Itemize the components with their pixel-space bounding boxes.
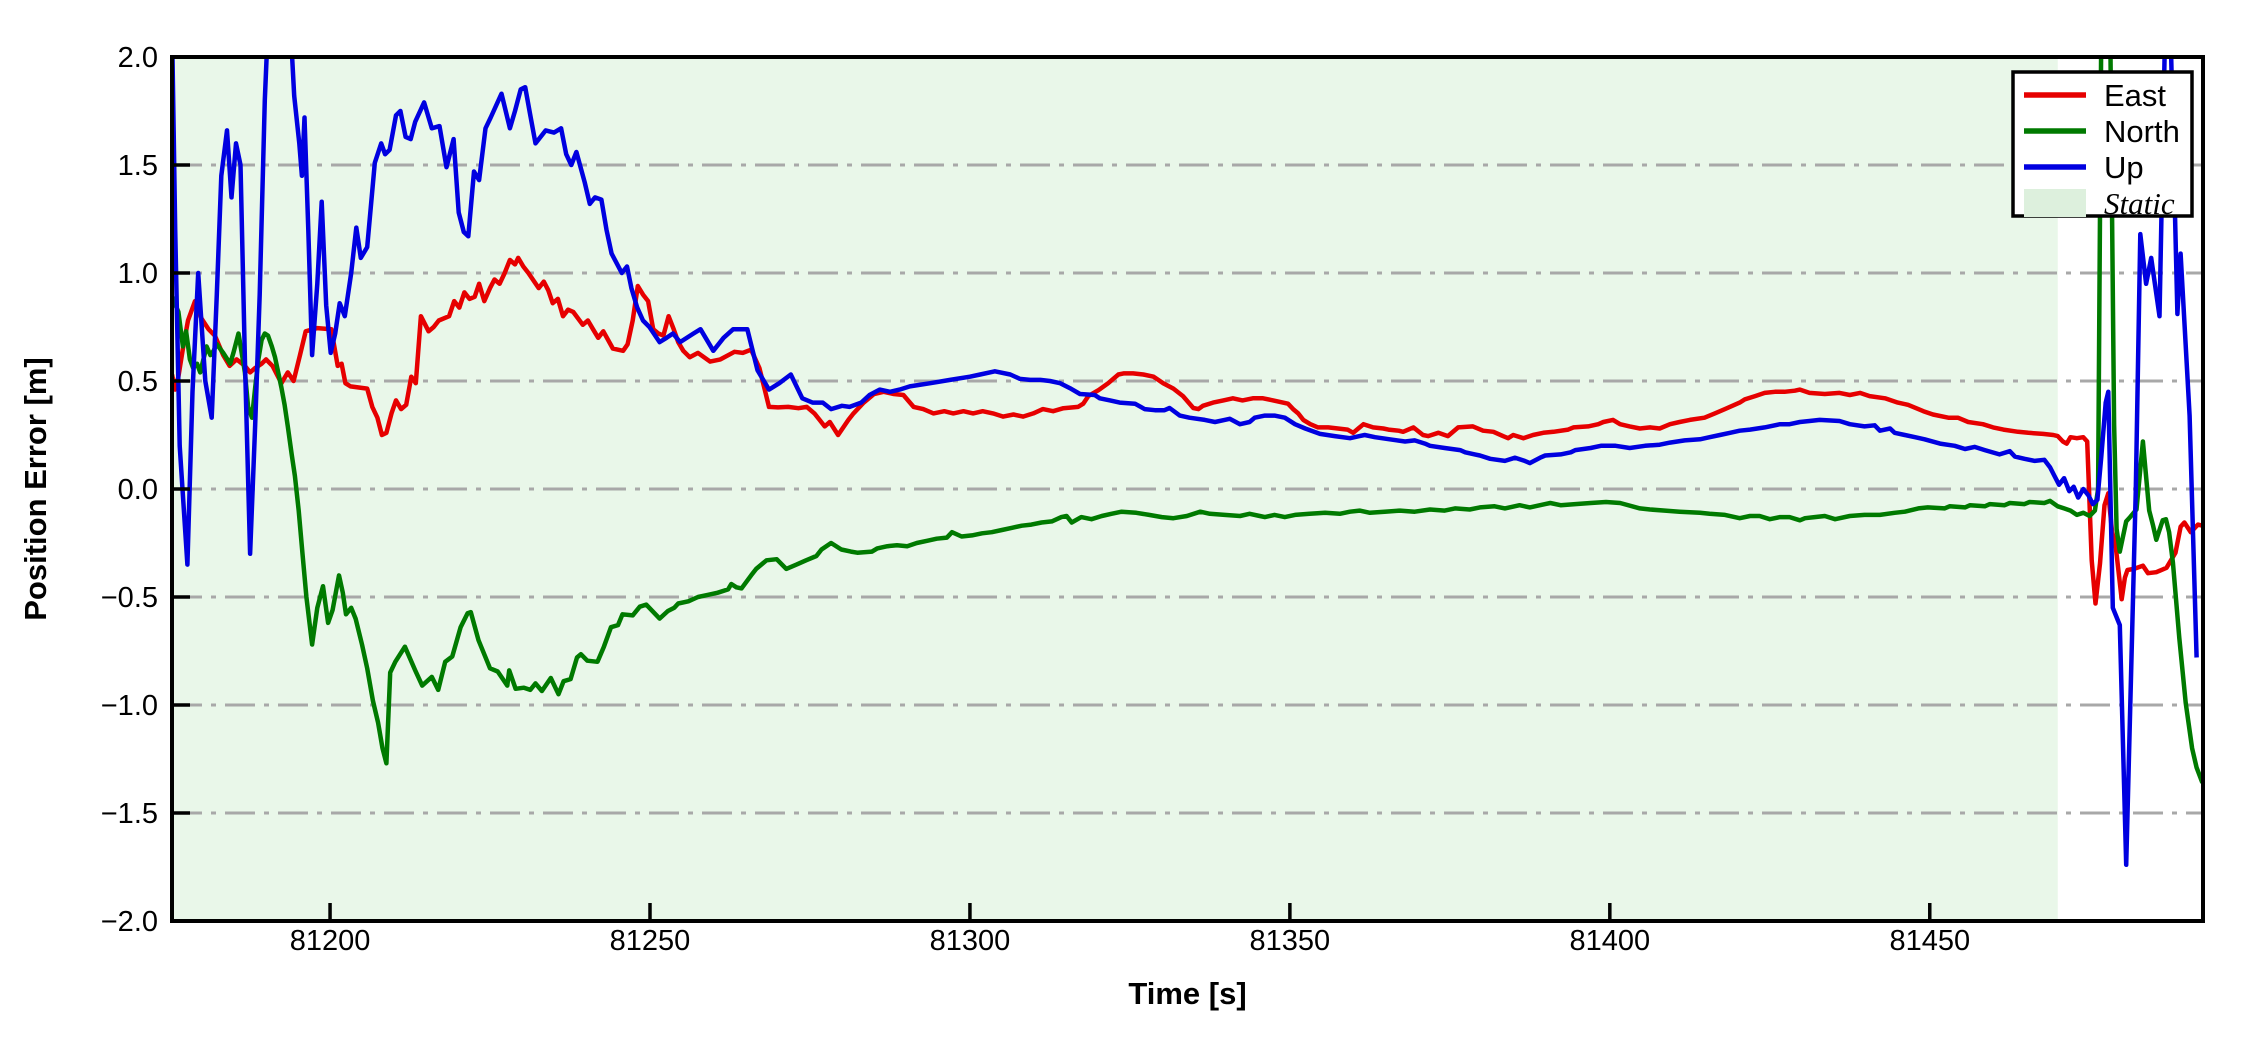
series-up-line [172,57,2199,868]
x-tick-label: 81450 [1889,925,1970,957]
y-tick-label: 1.0 [118,258,158,290]
y-tick-label: −2.0 [101,906,158,938]
x-tick-label: 81350 [1250,925,1331,957]
legend-label-static: Static [2104,186,2175,221]
x-tick-label: 81200 [290,925,371,957]
y-tick-label: 1.5 [118,150,158,182]
legend-label-up: Up [2104,150,2144,185]
series-north-line [172,57,2203,784]
series-east-line [172,255,2203,606]
y-tick-label: 0.0 [118,474,158,506]
x-tick-label: 81250 [610,925,691,957]
y-tick-label: −1.5 [101,798,158,830]
y-tick-label: 0.5 [118,366,158,398]
x-tick-label: 81400 [1569,925,1650,957]
legend-label-east: East [2104,78,2166,113]
y-axis-title: Position Error [m] [18,357,53,621]
legend-swatch-static [2024,189,2086,217]
y-tick-label: 2.0 [118,42,158,74]
y-tick-label: −1.0 [101,690,158,722]
x-tick-label: 81300 [930,925,1011,957]
x-axis-title: Time [s] [1128,976,1247,1011]
y-tick-label: −0.5 [101,582,158,614]
legend-label-north: North [2104,114,2180,149]
